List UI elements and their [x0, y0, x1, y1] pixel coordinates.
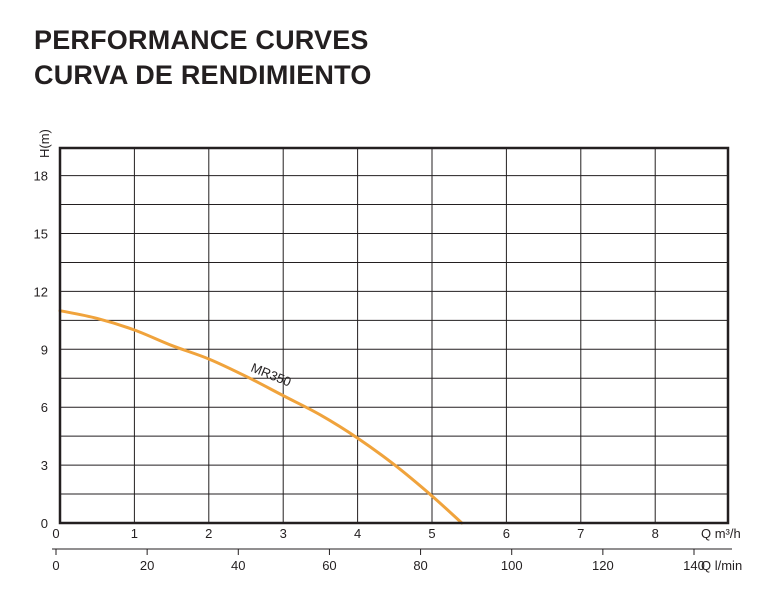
x2-tick-label: 80 — [413, 558, 427, 573]
x2-axis-label: Q l/min — [701, 558, 742, 573]
x-tick-label: 4 — [354, 526, 361, 541]
y-axis-label: H(m) — [37, 129, 52, 158]
y-tick-label: 12 — [34, 284, 48, 299]
x2-tick-label: 140 — [683, 558, 705, 573]
y-tick-label: 18 — [34, 169, 48, 184]
y-tick-label: 15 — [34, 227, 48, 242]
x-tick-label: 3 — [280, 526, 287, 541]
x2-tick-label: 40 — [231, 558, 245, 573]
y-tick-label: 6 — [41, 400, 48, 415]
x2-tick-label: 100 — [501, 558, 523, 573]
x2-tick-label: 20 — [140, 558, 154, 573]
x-tick-label: 1 — [131, 526, 138, 541]
curve-mr350 — [58, 309, 464, 525]
x-tick-label: 0 — [52, 526, 59, 541]
series-label-mr350: MR350 — [249, 360, 293, 390]
frame-layer — [58, 146, 730, 525]
x2-tick-label: 60 — [322, 558, 336, 573]
x2-tick-label: 120 — [592, 558, 614, 573]
x-tick-label: 5 — [428, 526, 435, 541]
chart-title-es: CURVA DE RENDIMIENTO — [34, 60, 372, 90]
curve-layer — [58, 309, 464, 525]
x2-tick-label: 0 — [52, 558, 59, 573]
secondary-x-axis: 0 20 40 60 80 100 120 140 — [52, 548, 732, 573]
chart-title-en: PERFORMANCE CURVES — [34, 25, 369, 55]
x-tick-label: 2 — [205, 526, 212, 541]
grid-layer — [60, 148, 728, 523]
plot-frame — [58, 146, 730, 525]
x-tick-labels: 0 1 2 3 4 5 6 7 8 — [52, 526, 658, 541]
y-tick-label: 0 — [41, 516, 48, 531]
x-axis-label: Q m³/h — [701, 526, 741, 541]
y-tick-labels: 0 3 6 9 12 15 18 — [34, 169, 48, 531]
x-tick-label: 8 — [652, 526, 659, 541]
y-tick-label: 3 — [41, 458, 48, 473]
x-tick-label: 7 — [577, 526, 584, 541]
y-tick-label: 9 — [41, 342, 48, 357]
x-tick-label: 6 — [503, 526, 510, 541]
